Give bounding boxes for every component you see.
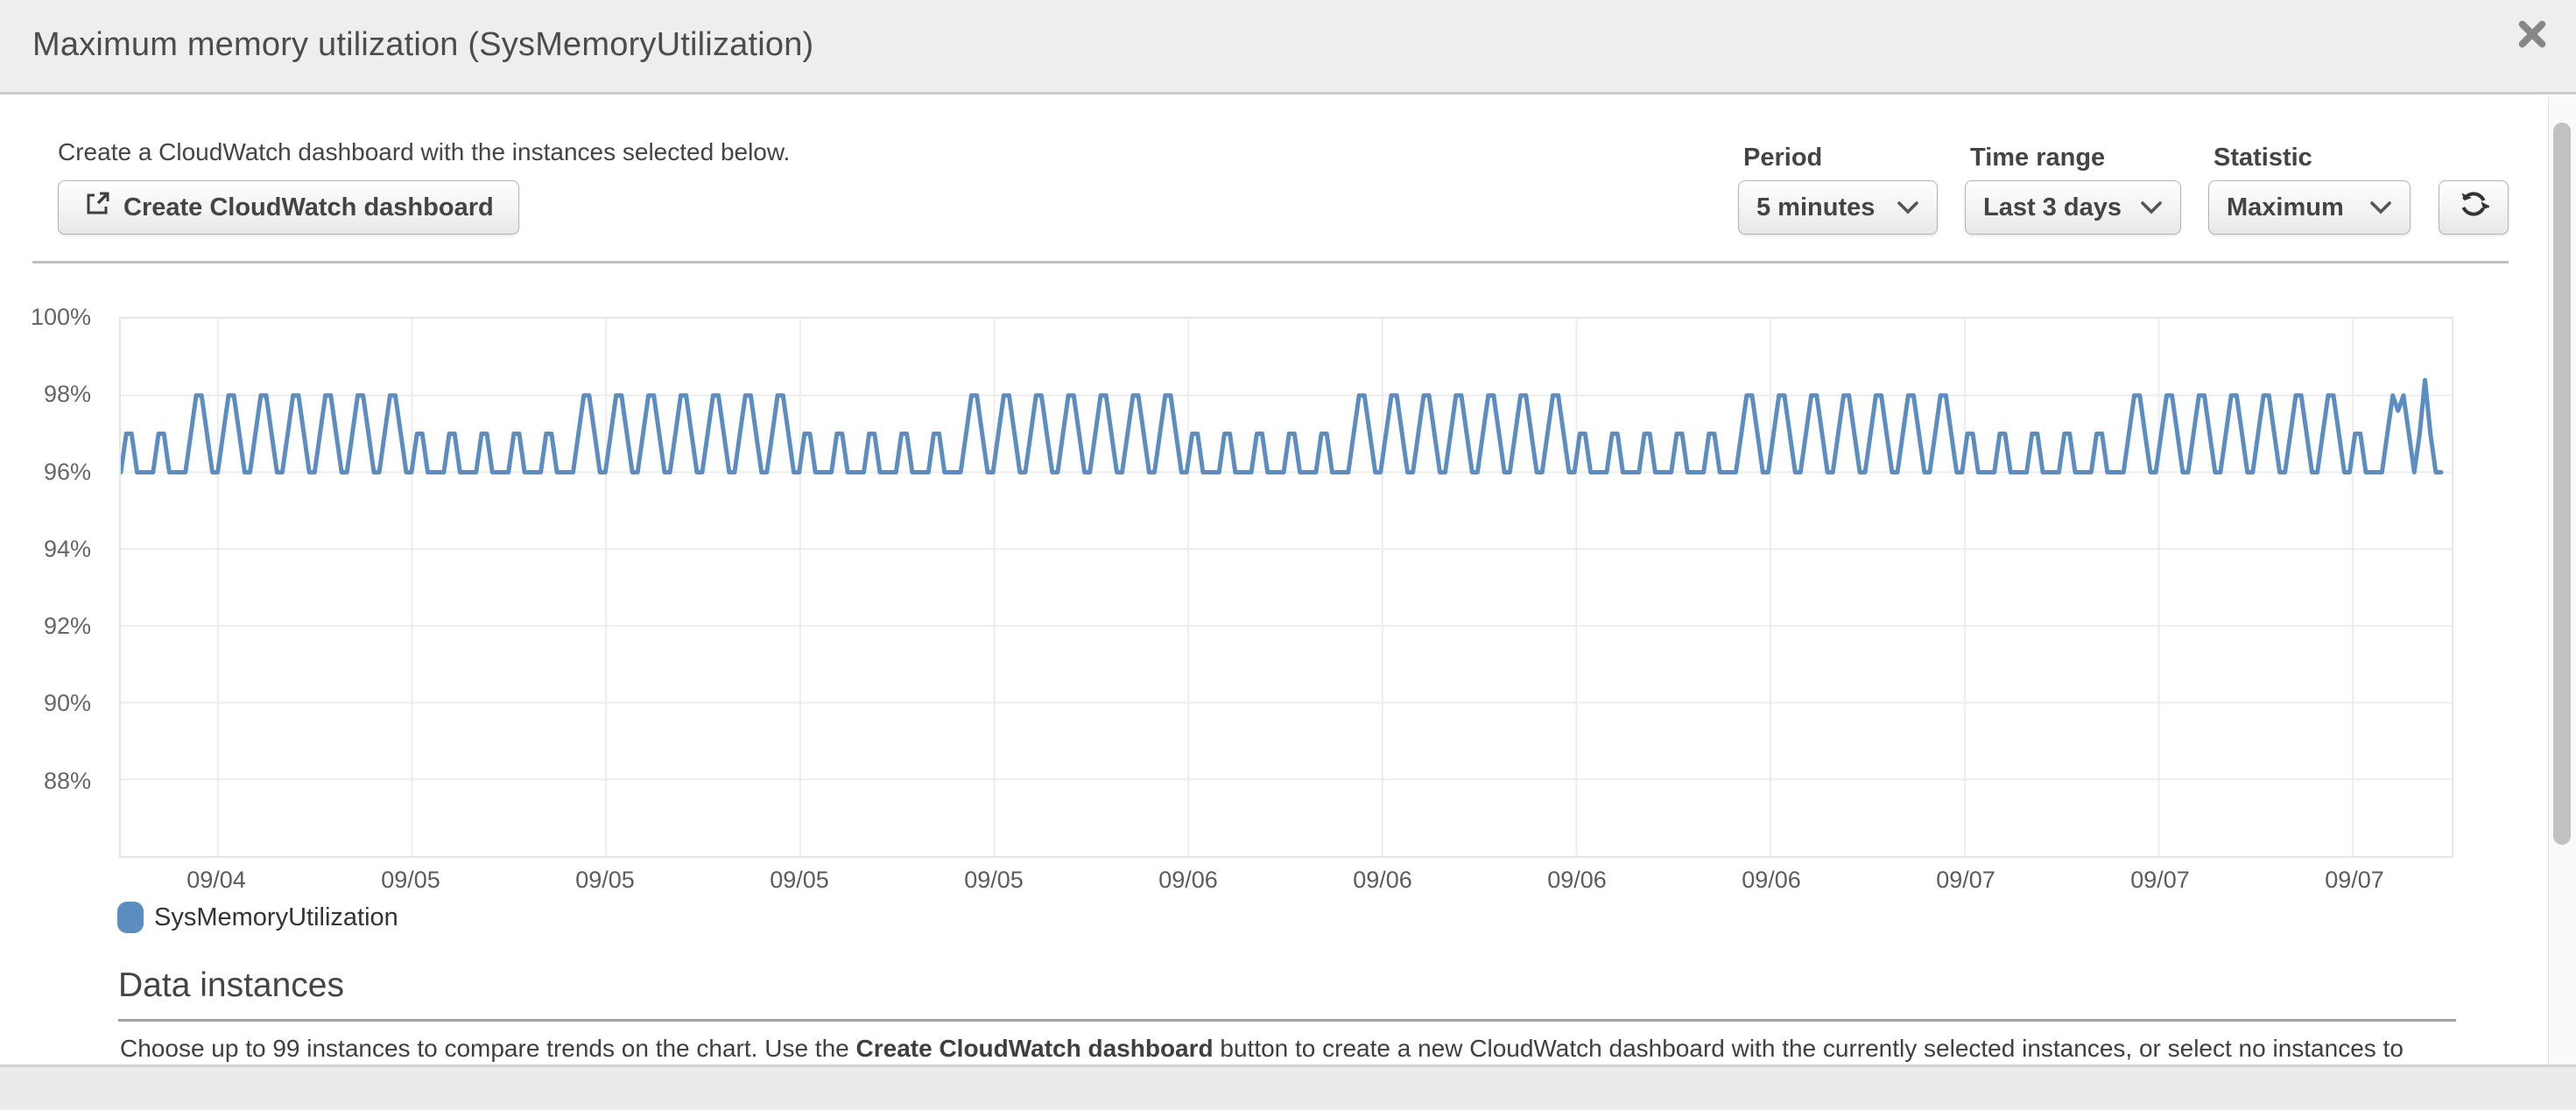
legend-label: SysMemoryUtilization <box>154 903 398 931</box>
section-rule <box>118 1019 2456 1022</box>
close-icon <box>2517 19 2547 52</box>
chart-plot-area <box>119 317 2453 858</box>
scrollbar-thumb[interactable] <box>2553 123 2571 845</box>
time-range-label: Time range <box>1970 144 2106 172</box>
chevron-down-icon <box>1897 193 1919 222</box>
legend-item-sysmemoryutilization[interactable]: SysMemoryUtilization <box>117 902 398 933</box>
x-tick-label: 09/05 <box>770 867 829 893</box>
x-tick-label: 09/05 <box>575 867 635 893</box>
statistic-value: Maximum <box>2227 193 2344 221</box>
x-tick-label: 09/07 <box>1936 867 1995 893</box>
chevron-down-icon <box>2369 193 2392 222</box>
external-link-icon <box>83 190 111 225</box>
legend-marker <box>117 902 144 933</box>
x-tick-label: 09/06 <box>1547 867 1607 893</box>
dashboard-hint-text: Create a CloudWatch dashboard with the i… <box>58 138 791 165</box>
y-tick-label: 94% <box>43 535 91 562</box>
page-background-band <box>0 1064 2576 1110</box>
close-button[interactable] <box>2508 11 2557 60</box>
refresh-button[interactable] <box>2439 180 2509 235</box>
y-tick-label: 98% <box>43 381 91 408</box>
paragraph-suffix: button to create a new CloudWatch dashbo… <box>1213 1035 2404 1062</box>
x-tick-label: 09/07 <box>2130 867 2190 893</box>
time-range-value: Last 3 days <box>1983 193 2122 221</box>
statistic-label: Statistic <box>2214 144 2312 172</box>
y-tick-label: 90% <box>43 690 91 717</box>
y-tick-label: 96% <box>43 458 91 485</box>
chevron-down-icon <box>2140 193 2163 222</box>
y-tick-label: 100% <box>30 304 91 330</box>
period-dropdown[interactable]: 5 minutes <box>1738 180 1938 235</box>
x-tick-label: 09/06 <box>1742 867 1801 893</box>
toolbar-divider <box>32 261 2509 263</box>
dialog-header: Maximum memory utilization (SysMemoryUti… <box>0 0 2576 95</box>
create-button-label: Create CloudWatch dashboard <box>123 193 494 221</box>
chart-svg <box>121 319 2452 856</box>
x-tick-label: 09/05 <box>964 867 1024 893</box>
x-tick-label: 09/04 <box>187 867 246 893</box>
dialog-title: Maximum memory utilization (SysMemoryUti… <box>32 26 814 63</box>
statistic-dropdown[interactable]: Maximum <box>2208 180 2411 235</box>
y-tick-label: 92% <box>43 613 91 640</box>
x-tick-label: 09/06 <box>1158 867 1218 893</box>
vertical-scrollbar[interactable] <box>2548 97 2576 1064</box>
period-value: 5 minutes <box>1756 193 1876 221</box>
time-range-dropdown[interactable]: Last 3 days <box>1965 180 2181 235</box>
paragraph-bold: Create CloudWatch dashboard <box>855 1035 1214 1062</box>
chart-y-axis-labels: 100% 98% 96% 94% 92% 90% 88% <box>0 304 103 858</box>
data-instances-paragraph: Choose up to 99 instances to compare tre… <box>120 1035 2458 1063</box>
x-tick-label: 09/07 <box>2325 867 2384 893</box>
x-tick-label: 09/05 <box>381 867 440 893</box>
refresh-icon <box>2458 188 2491 227</box>
chart-x-axis-labels: 09/04 09/05 09/05 09/05 09/05 09/06 09/06 09/06… <box>119 867 2453 898</box>
create-cloudwatch-dashboard-button[interactable]: Create CloudWatch dashboard <box>58 180 519 235</box>
data-instances-heading: Data instances <box>118 966 344 1004</box>
period-label: Period <box>1743 144 1823 172</box>
paragraph-prefix: Choose up to 99 instances to compare tre… <box>120 1035 856 1062</box>
y-tick-label: 88% <box>43 767 91 794</box>
x-tick-label: 09/06 <box>1353 867 1412 893</box>
